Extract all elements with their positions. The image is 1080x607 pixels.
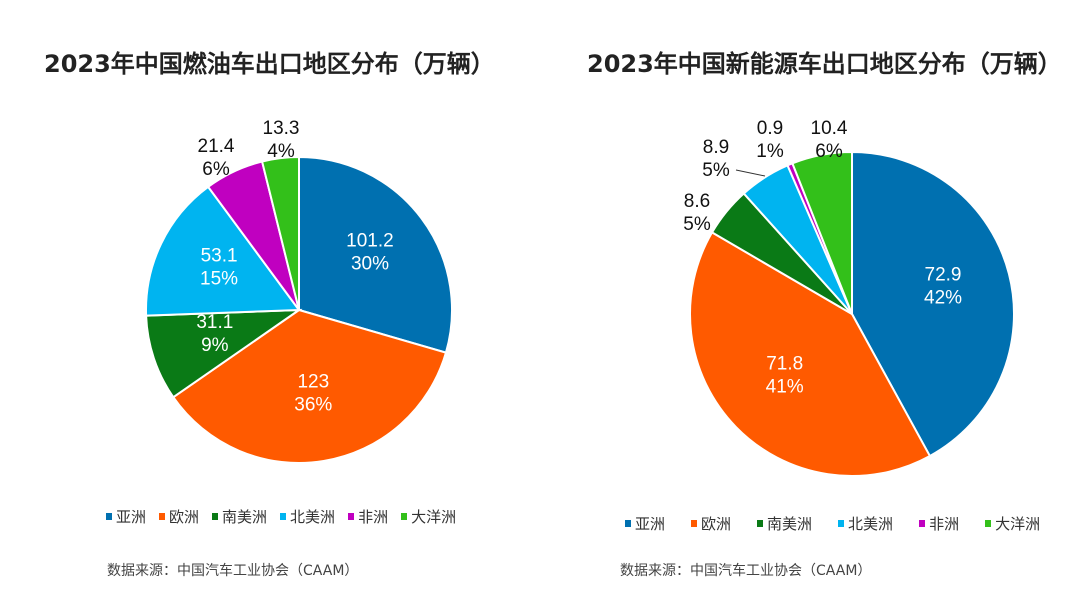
- percent-label: 42%: [924, 288, 962, 309]
- legend-swatch: [106, 513, 112, 520]
- value-label: 101.2: [346, 231, 394, 252]
- pie-slice-欧洲: [689, 231, 932, 477]
- percent-label: 1%: [756, 141, 784, 162]
- legend-item: 南美洲: [212, 506, 267, 527]
- pie-slice-亚洲: [298, 155, 453, 354]
- legend-swatch: [625, 520, 631, 527]
- chart-2-source: 数据来源：中国汽车工业协会（CAAM）: [620, 563, 872, 579]
- legend-label: 大洋洲: [411, 508, 457, 526]
- legend-item: 欧洲: [691, 513, 731, 534]
- value-label: 8.6: [684, 191, 710, 212]
- chart-2-legend: 亚洲 欧洲 南美洲 北美洲 非洲 大洋洲: [625, 513, 1040, 534]
- value-label: 123: [297, 372, 329, 393]
- value-label: 8.9: [703, 137, 729, 158]
- legend-item: 非洲: [348, 506, 388, 527]
- chart-1-source: 数据来源：中国汽车工业协会（CAAM）: [107, 563, 359, 579]
- value-label: 53.1: [201, 245, 238, 266]
- legend-label: 亚洲: [635, 515, 666, 533]
- percent-label: 36%: [294, 395, 332, 416]
- legend-item: 南美洲: [757, 513, 812, 534]
- value-label: 31.1: [196, 312, 233, 333]
- legend-swatch: [985, 520, 992, 527]
- chart-2-title: 2023年中国新能源车出口地区分布（万辆）: [587, 50, 1062, 78]
- percent-label: 5%: [702, 160, 730, 181]
- legend-label: 北美洲: [290, 508, 336, 526]
- chart-1-legend: 亚洲 欧洲 南美洲 北美洲 非洲 大洋洲: [106, 506, 456, 527]
- legend-label: 欧洲: [169, 508, 200, 526]
- legend-label: 非洲: [358, 508, 389, 526]
- legend-swatch: [757, 520, 764, 527]
- legend-item: 非洲: [919, 513, 959, 534]
- legend-item: 大洋洲: [985, 513, 1040, 534]
- legend-label: 南美洲: [767, 515, 813, 533]
- pie-slice-亚洲: [851, 150, 1015, 458]
- percent-label: 4%: [267, 141, 295, 162]
- legend-swatch: [401, 513, 408, 520]
- legend-item: 北美洲: [838, 513, 893, 534]
- legend-label: 南美洲: [222, 508, 268, 526]
- pie-slice-大洋洲: [791, 150, 853, 315]
- legend-item: 亚洲: [106, 506, 146, 527]
- pie-slice-大洋洲: [260, 155, 300, 311]
- legend-item: 大洋洲: [401, 506, 456, 527]
- value-label: 13.3: [263, 118, 300, 139]
- legend-swatch: [919, 520, 926, 527]
- legend-item: 欧洲: [159, 506, 199, 527]
- leader-line: [735, 169, 766, 177]
- percent-label: 15%: [200, 268, 238, 289]
- legend-item: 亚洲: [625, 513, 665, 534]
- value-label: 71.8: [766, 354, 803, 375]
- value-label: 10.4: [811, 118, 848, 139]
- legend-swatch: [691, 520, 698, 527]
- value-label: 72.9: [925, 265, 962, 286]
- percent-label: 41%: [766, 377, 804, 398]
- legend-label: 非洲: [929, 515, 960, 533]
- legend-label: 北美洲: [848, 515, 894, 533]
- value-label: 0.9: [757, 118, 783, 139]
- legend-swatch: [159, 513, 166, 520]
- percent-label: 5%: [683, 214, 711, 235]
- value-label: 21.4: [198, 136, 235, 157]
- pie-slice-北美洲: [145, 185, 301, 317]
- legend-swatch: [280, 513, 287, 520]
- legend-item: 北美洲: [280, 506, 335, 527]
- percent-label: 30%: [351, 254, 389, 275]
- legend-swatch: [838, 520, 845, 527]
- legend-label: 亚洲: [116, 508, 147, 526]
- legend-swatch: [348, 513, 355, 520]
- chart-1-title: 2023年中国燃油车出口地区分布（万辆）: [44, 50, 495, 78]
- legend-swatch: [212, 513, 219, 520]
- pie-slice-南美洲: [145, 308, 303, 399]
- percent-label: 9%: [201, 335, 229, 356]
- percent-label: 6%: [815, 141, 843, 162]
- percent-label: 6%: [202, 159, 230, 180]
- legend-label: 欧洲: [701, 515, 732, 533]
- legend-label: 大洋洲: [995, 515, 1041, 533]
- pie-slice-欧洲: [171, 308, 448, 464]
